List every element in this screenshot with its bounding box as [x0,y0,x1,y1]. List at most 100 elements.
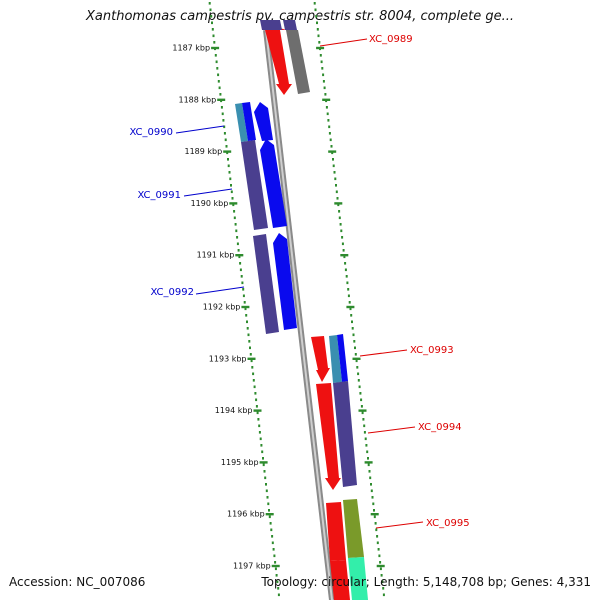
gene-xc-0993[interactable] [311,334,348,383]
ruler-dot [229,177,232,181]
kbp-label: 1197 kbp [233,562,271,571]
ruler-dot [366,450,369,454]
ruler-dot [238,255,241,259]
ruler-dot [267,502,270,506]
ruler-dot [243,301,246,304]
gene-xc-0991[interactable] [241,139,287,230]
ruler-dot [275,574,278,577]
ruler-dot [233,216,236,220]
ruler-dot [273,554,276,558]
ruler-dot [233,210,236,213]
ruler-dot [382,587,385,590]
ruler-dot [351,327,354,330]
ruler-dot [382,593,385,597]
ruler-dot [240,275,243,278]
gene-xc-0994[interactable] [316,381,357,490]
ruler-dot [315,15,318,18]
ruler-dot [357,379,360,382]
ruler-dot [246,320,248,324]
ruler-dot [331,151,334,155]
ruler-dot [356,366,359,369]
ruler-tick [259,461,268,464]
kbp-label: 1193 kbp [209,354,247,363]
ruler-dot [265,483,267,486]
ruler-tick [247,357,256,360]
kbp-label: 1188 kbp [178,95,216,104]
ruler-dot [252,372,255,376]
ruler-dot [258,424,261,428]
ruler-dot [377,548,380,551]
gene-label-xc-0994[interactable]: XC_0994 [418,422,462,433]
ruler-dot [370,483,372,486]
ruler-dot [328,132,331,135]
ruler-right [313,2,385,597]
ruler-dot [344,268,347,272]
ruler-dot [372,502,375,506]
backbone [263,29,335,600]
ruler-dot [242,288,245,291]
gene-label-xc-0992[interactable]: XC_0992 [150,287,194,298]
gene-label-xc-0993[interactable]: XC_0993 [410,345,454,356]
ruler-left [208,2,280,597]
ruler-dot [322,73,325,77]
gene-xc-0990[interactable] [235,102,273,142]
ruler-tick [370,513,379,516]
ruler-dot [248,340,251,343]
ruler-dot [341,236,344,239]
ruler-dot [322,80,325,83]
ruler-dot [367,457,369,460]
gene-label-xc-0989[interactable]: XC_0989 [369,34,413,45]
ruler-dot [358,385,361,389]
ruler-dot [255,398,258,402]
ruler-dot [346,281,349,285]
ruler-dot [260,444,263,447]
ruler-tick [241,305,250,309]
ruler-dot [373,509,375,512]
ruler-dot [353,340,356,343]
ruler-dot [349,307,352,311]
gene-label-xc-0990[interactable]: XC_0990 [129,127,173,138]
ruler-dot [252,379,255,382]
gene-label-xc-0991[interactable]: XC_0991 [137,190,181,201]
ruler-dot [230,184,232,187]
ruler-dot [251,366,254,369]
ruler-dot [373,515,376,519]
ruler-tick [358,409,367,412]
ruler-dot [228,171,231,174]
gene-xc-0995[interactable] [326,499,368,600]
ruler-dot [375,528,378,532]
ruler-dot [341,242,344,246]
ruler-tick [211,46,220,50]
ruler-dot [337,203,340,207]
ruler-dot [376,535,379,538]
ruler-dot [327,119,330,122]
gene-label-xc-0995[interactable]: XC_0995 [426,518,470,529]
ruler-dot [367,463,370,467]
ruler-dot [244,307,247,311]
gene-xc-0992[interactable] [253,233,297,334]
ruler-dot [221,112,224,116]
ruler-dot [319,54,322,57]
ruler-dot [263,470,266,473]
ruler-dot [224,138,227,142]
ruler-dot [333,171,336,174]
ruler-dot [271,535,274,538]
ruler-dot [371,496,374,499]
ruler-dot [227,164,230,168]
ruler-dot [376,541,379,545]
ruler-dot [210,15,213,18]
ruler-dot [359,392,362,395]
ruler-dot [213,41,216,44]
ruler-dot [268,515,271,519]
kbp-label: 1187 kbp [172,44,210,53]
ruler-tick [229,202,238,205]
ruler-dot [246,327,249,330]
ruler-dot [334,177,337,181]
ruler-dot [276,580,279,584]
ruler-dot [335,190,338,194]
ruler-dot [261,450,264,454]
ruler-dot [255,405,258,408]
ruler-dot [215,60,218,64]
ruler-tick [235,254,244,257]
ruler-dot [239,268,242,272]
